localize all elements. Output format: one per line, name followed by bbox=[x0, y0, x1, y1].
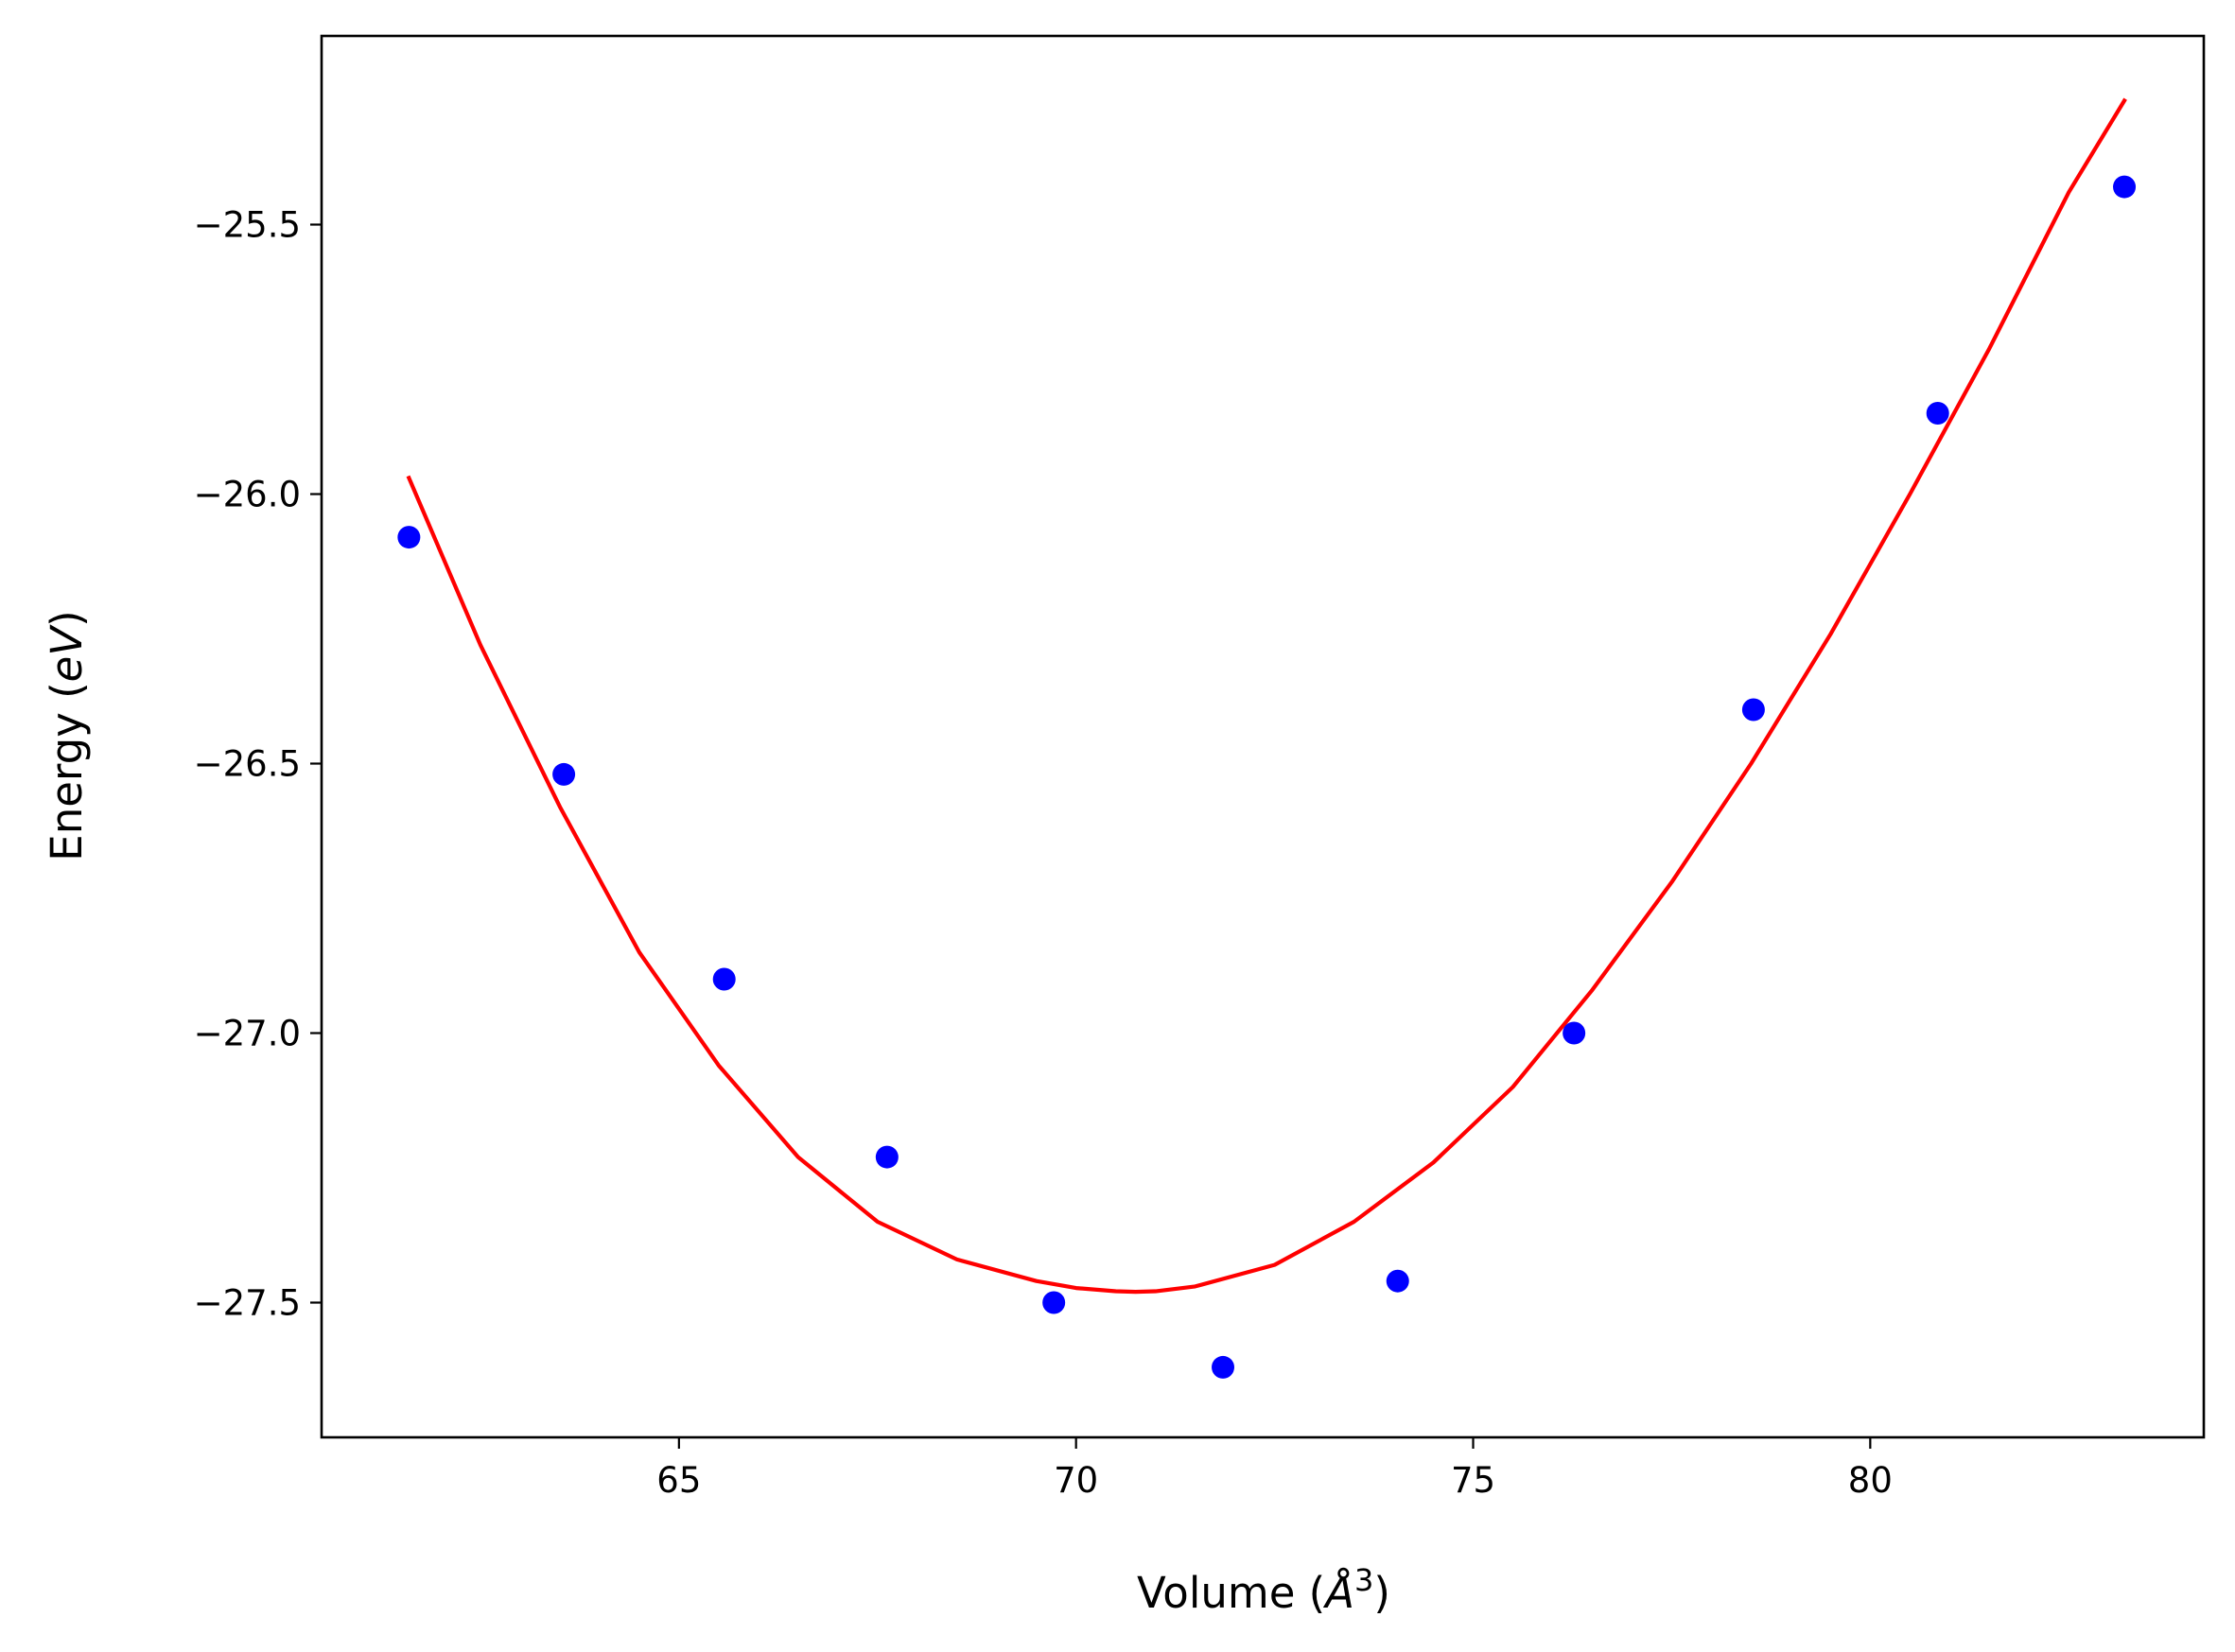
x-tick-label: 70 bbox=[1054, 1460, 1098, 1501]
data-point bbox=[1212, 1355, 1235, 1379]
x-axis-label-close: ) bbox=[1373, 1568, 1390, 1618]
y-tick-label: −26.0 bbox=[194, 475, 301, 515]
x-axis-label-text: Volume ( bbox=[1137, 1568, 1325, 1618]
x-axis-label: Volume (Å3) bbox=[1137, 1562, 1390, 1618]
data-point bbox=[1926, 402, 1949, 425]
x-tick-label: 75 bbox=[1451, 1460, 1495, 1501]
data-point bbox=[2113, 175, 2137, 199]
axes-frame bbox=[320, 34, 2206, 1439]
data-point bbox=[1042, 1291, 1066, 1314]
x-tick-label: 80 bbox=[1848, 1460, 1893, 1501]
x-axis-label-unit: Å bbox=[1322, 1568, 1354, 1618]
plot-area bbox=[397, 97, 2137, 1379]
data-point bbox=[397, 526, 421, 549]
y-tick-label: −26.5 bbox=[194, 744, 301, 785]
fit-curve-line bbox=[406, 97, 2127, 1295]
data-point bbox=[875, 1145, 899, 1169]
axes-ticks: 65 70 75 80 −25.5 −26.0 −26.5 −27.0 −27.5 bbox=[194, 205, 1893, 1502]
data-point bbox=[1563, 1021, 1586, 1045]
y-axis-label: Energy (eV) bbox=[42, 610, 92, 861]
y-tick-label: −27.0 bbox=[194, 1014, 301, 1054]
y-tick-label: −25.5 bbox=[194, 205, 301, 246]
data-point bbox=[552, 762, 576, 786]
y-axis-label-close: ) bbox=[42, 610, 92, 627]
data-point bbox=[712, 967, 736, 991]
x-tick-label: 65 bbox=[656, 1460, 701, 1501]
y-axis-label-text: Energy ( bbox=[42, 682, 92, 861]
data-point bbox=[1741, 698, 1765, 722]
y-tick-label: −27.5 bbox=[194, 1283, 301, 1324]
y-axis-label-unit: eV bbox=[42, 624, 92, 683]
x-axis-label-superscript: 3 bbox=[1354, 1562, 1373, 1598]
data-point bbox=[1386, 1269, 1409, 1293]
